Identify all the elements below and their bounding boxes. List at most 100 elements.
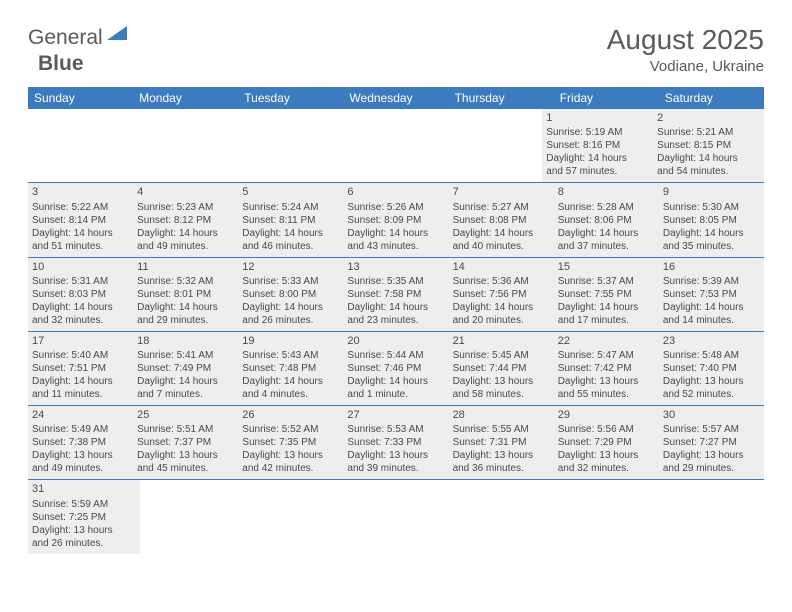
day-number: 20 <box>347 334 444 348</box>
day-number: 13 <box>347 260 444 274</box>
sunset-line: Sunset: 7:37 PM <box>137 436 234 449</box>
sunrise-line: Sunrise: 5:47 AM <box>558 349 655 362</box>
week-row: 10Sunrise: 5:31 AMSunset: 8:03 PMDayligh… <box>28 258 764 332</box>
day-number: 9 <box>663 185 760 199</box>
weekday-header-cell: Saturday <box>659 87 764 109</box>
sunrise-line: Sunrise: 5:31 AM <box>32 275 129 288</box>
sunrise-line: Sunrise: 5:19 AM <box>546 126 649 139</box>
daylight-line-1: Daylight: 13 hours <box>137 449 234 462</box>
empty-day-cell <box>140 480 244 553</box>
day-number: 16 <box>663 260 760 274</box>
week-row: 24Sunrise: 5:49 AMSunset: 7:38 PMDayligh… <box>28 406 764 480</box>
sunrise-line: Sunrise: 5:28 AM <box>558 201 655 214</box>
daylight-line-2: and 20 minutes. <box>453 314 550 327</box>
sunset-line: Sunset: 8:00 PM <box>242 288 339 301</box>
daylight-line-2: and 14 minutes. <box>663 314 760 327</box>
day-cell: 31Sunrise: 5:59 AMSunset: 7:25 PMDayligh… <box>28 480 140 553</box>
sunrise-line: Sunrise: 5:21 AM <box>657 126 760 139</box>
daylight-line-2: and 17 minutes. <box>558 314 655 327</box>
logo-text-general: General <box>28 26 103 50</box>
sunrise-line: Sunrise: 5:23 AM <box>137 201 234 214</box>
location-text: Vodiane, Ukraine <box>607 58 764 75</box>
sunset-line: Sunset: 7:35 PM <box>242 436 339 449</box>
sunset-line: Sunset: 8:01 PM <box>137 288 234 301</box>
sunrise-line: Sunrise: 5:30 AM <box>663 201 760 214</box>
day-cell: 30Sunrise: 5:57 AMSunset: 7:27 PMDayligh… <box>659 406 764 479</box>
daylight-line-2: and 51 minutes. <box>32 240 129 253</box>
week-row: 17Sunrise: 5:40 AMSunset: 7:51 PMDayligh… <box>28 332 764 406</box>
daylight-line-1: Daylight: 14 hours <box>347 375 444 388</box>
daylight-line-2: and 46 minutes. <box>242 240 339 253</box>
weekday-header-row: SundayMondayTuesdayWednesdayThursdayFrid… <box>28 87 764 109</box>
weekday-header-cell: Tuesday <box>238 87 343 109</box>
empty-day-cell <box>28 109 131 182</box>
empty-day-cell <box>337 109 440 182</box>
day-cell: 14Sunrise: 5:36 AMSunset: 7:56 PMDayligh… <box>449 258 554 331</box>
daylight-line-2: and 26 minutes. <box>242 314 339 327</box>
weekday-header-cell: Wednesday <box>343 87 448 109</box>
week-row: 3Sunrise: 5:22 AMSunset: 8:14 PMDaylight… <box>28 183 764 257</box>
daylight-line-2: and 11 minutes. <box>32 388 129 401</box>
day-number: 11 <box>137 260 234 274</box>
day-cell: 6Sunrise: 5:26 AMSunset: 8:09 PMDaylight… <box>343 183 448 256</box>
daylight-line-2: and 54 minutes. <box>657 165 760 178</box>
sunrise-line: Sunrise: 5:27 AM <box>453 201 550 214</box>
daylight-line-2: and 23 minutes. <box>347 314 444 327</box>
daylight-line-1: Daylight: 14 hours <box>558 227 655 240</box>
empty-day-cell <box>556 480 660 553</box>
sunrise-line: Sunrise: 5:40 AM <box>32 349 129 362</box>
day-number: 22 <box>558 334 655 348</box>
day-number: 6 <box>347 185 444 199</box>
day-cell: 4Sunrise: 5:23 AMSunset: 8:12 PMDaylight… <box>133 183 238 256</box>
sunset-line: Sunset: 8:14 PM <box>32 214 129 227</box>
daylight-line-2: and 37 minutes. <box>558 240 655 253</box>
day-number: 23 <box>663 334 760 348</box>
day-number: 4 <box>137 185 234 199</box>
day-cell: 16Sunrise: 5:39 AMSunset: 7:53 PMDayligh… <box>659 258 764 331</box>
daylight-line-1: Daylight: 14 hours <box>453 227 550 240</box>
daylight-line-2: and 26 minutes. <box>32 537 136 550</box>
sunrise-line: Sunrise: 5:41 AM <box>137 349 234 362</box>
daylight-line-1: Daylight: 14 hours <box>32 301 129 314</box>
sunset-line: Sunset: 7:53 PM <box>663 288 760 301</box>
daylight-line-1: Daylight: 14 hours <box>242 375 339 388</box>
sunrise-line: Sunrise: 5:26 AM <box>347 201 444 214</box>
daylight-line-2: and 55 minutes. <box>558 388 655 401</box>
daylight-line-1: Daylight: 14 hours <box>546 152 649 165</box>
sunrise-line: Sunrise: 5:55 AM <box>453 423 550 436</box>
day-cell: 15Sunrise: 5:37 AMSunset: 7:55 PMDayligh… <box>554 258 659 331</box>
day-number: 30 <box>663 408 760 422</box>
daylight-line-1: Daylight: 13 hours <box>453 375 550 388</box>
daylight-line-2: and 58 minutes. <box>453 388 550 401</box>
sunset-line: Sunset: 7:27 PM <box>663 436 760 449</box>
daylight-line-2: and 39 minutes. <box>347 462 444 475</box>
month-title: August 2025 <box>607 24 764 56</box>
daylight-line-1: Daylight: 13 hours <box>663 449 760 462</box>
daylight-line-2: and 45 minutes. <box>137 462 234 475</box>
daylight-line-2: and 32 minutes. <box>32 314 129 327</box>
daylight-line-1: Daylight: 13 hours <box>558 449 655 462</box>
day-cell: 18Sunrise: 5:41 AMSunset: 7:49 PMDayligh… <box>133 332 238 405</box>
sunset-line: Sunset: 7:25 PM <box>32 511 136 524</box>
daylight-line-1: Daylight: 14 hours <box>347 227 444 240</box>
sunset-line: Sunset: 7:31 PM <box>453 436 550 449</box>
day-cell: 1Sunrise: 5:19 AMSunset: 8:16 PMDaylight… <box>542 109 653 182</box>
daylight-line-1: Daylight: 14 hours <box>137 375 234 388</box>
week-row: 31Sunrise: 5:59 AMSunset: 7:25 PMDayligh… <box>28 480 764 553</box>
daylight-line-2: and 32 minutes. <box>558 462 655 475</box>
day-cell: 12Sunrise: 5:33 AMSunset: 8:00 PMDayligh… <box>238 258 343 331</box>
sunset-line: Sunset: 7:38 PM <box>32 436 129 449</box>
daylight-line-2: and 57 minutes. <box>546 165 649 178</box>
day-cell: 20Sunrise: 5:44 AMSunset: 7:46 PMDayligh… <box>343 332 448 405</box>
sunrise-line: Sunrise: 5:43 AM <box>242 349 339 362</box>
day-cell: 27Sunrise: 5:53 AMSunset: 7:33 PMDayligh… <box>343 406 448 479</box>
daylight-line-2: and 35 minutes. <box>663 240 760 253</box>
sunset-line: Sunset: 8:06 PM <box>558 214 655 227</box>
day-cell: 19Sunrise: 5:43 AMSunset: 7:48 PMDayligh… <box>238 332 343 405</box>
sunrise-line: Sunrise: 5:24 AM <box>242 201 339 214</box>
empty-day-cell <box>131 109 234 182</box>
sunrise-line: Sunrise: 5:33 AM <box>242 275 339 288</box>
day-cell: 17Sunrise: 5:40 AMSunset: 7:51 PMDayligh… <box>28 332 133 405</box>
sunset-line: Sunset: 8:16 PM <box>546 139 649 152</box>
sunset-line: Sunset: 7:46 PM <box>347 362 444 375</box>
